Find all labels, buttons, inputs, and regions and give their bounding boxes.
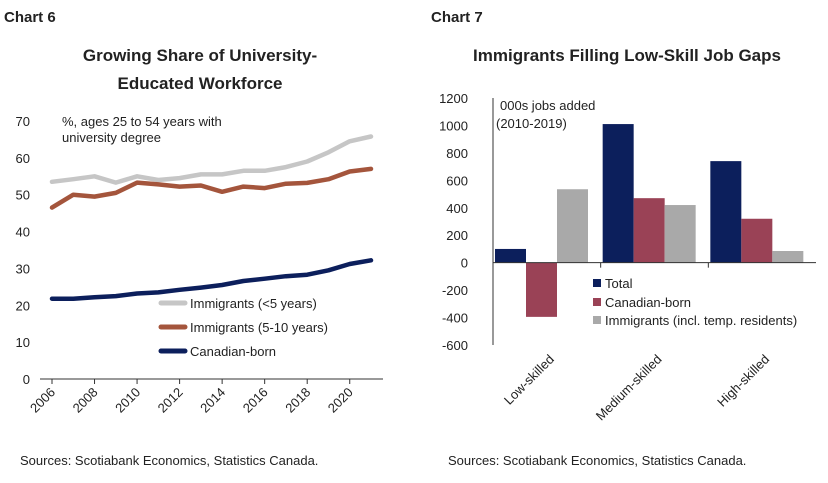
bar-immigrants-incl-temp-residents-1: [557, 189, 588, 263]
category-label: Low-skilled: [501, 352, 557, 408]
chart-7-title: Immigrants Filling Low-Skill Job Gaps: [473, 46, 781, 65]
y-tick-label: 200: [446, 228, 468, 243]
y-tick-label: -200: [442, 283, 468, 298]
y-tick-label: 800: [446, 146, 468, 161]
legend-swatch: [593, 316, 601, 324]
chart-6-title-line-1: Growing Share of University-: [83, 46, 317, 65]
chart-6: Chart 6 Growing Share of University- Edu…: [4, 9, 383, 468]
y-tick-label: -400: [442, 311, 468, 326]
x-tick-label: 2018: [282, 385, 313, 416]
y-tick-label: 40: [16, 225, 30, 240]
y-tick-label: 1000: [439, 118, 468, 133]
legend-label: Immigrants (<5 years): [190, 296, 317, 311]
y-tick-label: 400: [446, 201, 468, 216]
y-tick-label: 20: [16, 298, 30, 313]
y-tick-label: 10: [16, 335, 30, 350]
x-tick-label: 2010: [112, 385, 143, 416]
category-label: Medium-skilled: [593, 352, 665, 424]
legend-label: Immigrants (5-10 years): [190, 320, 328, 335]
bar-total-1: [495, 248, 526, 263]
y-tick-label: 70: [16, 114, 30, 129]
y-tick-label: 600: [446, 173, 468, 188]
chart-7-label: Chart 7: [431, 9, 483, 26]
x-tick-label: 2012: [155, 385, 186, 416]
y-tick-label: 30: [16, 261, 30, 276]
x-tick-label: 2016: [240, 385, 271, 416]
x-tick-label: 2020: [325, 385, 356, 416]
chart-6-title-line-2: Educated Workforce: [117, 74, 282, 93]
y-tick-label: 0: [461, 256, 468, 271]
bar-canadian-born-3: [741, 218, 773, 263]
series-line-1: [49, 134, 374, 185]
x-tick-label: 2014: [197, 385, 228, 416]
chart-7-annotation-line-2: (2010-2019): [496, 116, 567, 131]
y-tick-label: 60: [16, 151, 30, 166]
chart-6-source: Sources: Scotiabank Economics, Statistic…: [20, 453, 318, 468]
y-tick-label: 1200: [439, 91, 468, 106]
legend-label: Immigrants (incl. temp. residents): [605, 313, 797, 328]
chart-7-source: Sources: Scotiabank Economics, Statistic…: [448, 453, 746, 468]
chart-6-annotation-line-1: %, ages 25 to 54 years with: [62, 114, 222, 129]
legend-label: Canadian-born: [605, 295, 691, 310]
bar-immigrants-incl-temp-residents-2: [664, 205, 696, 263]
chart-6-annotation-line-2: university degree: [62, 130, 161, 145]
chart-7: Chart 7 Immigrants Filling Low-Skill Job…: [431, 9, 816, 468]
legend-swatch: [593, 298, 601, 306]
legend-label: Total: [605, 276, 633, 291]
bar-canadian-born-2: [633, 198, 665, 263]
x-tick-label: 2008: [70, 385, 101, 416]
x-tick-label: 2006: [27, 385, 58, 416]
series-line-2: [49, 166, 374, 210]
category-label: High-skilled: [714, 352, 772, 410]
y-tick-label: -600: [442, 338, 468, 353]
legend-label: Canadian-born: [190, 344, 276, 359]
bar-canadian-born-1: [526, 262, 557, 317]
series-line-3: [49, 258, 374, 301]
y-tick-label: 0: [23, 372, 30, 387]
y-tick-label: 50: [16, 188, 30, 203]
bar-total-2: [602, 124, 634, 263]
bar-immigrants-incl-temp-residents-3: [772, 251, 804, 263]
chart-6-label: Chart 6: [4, 9, 56, 26]
bar-total-3: [710, 161, 742, 263]
legend-swatch: [593, 279, 601, 287]
chart-7-annotation-line-1: 000s jobs added: [500, 98, 595, 113]
